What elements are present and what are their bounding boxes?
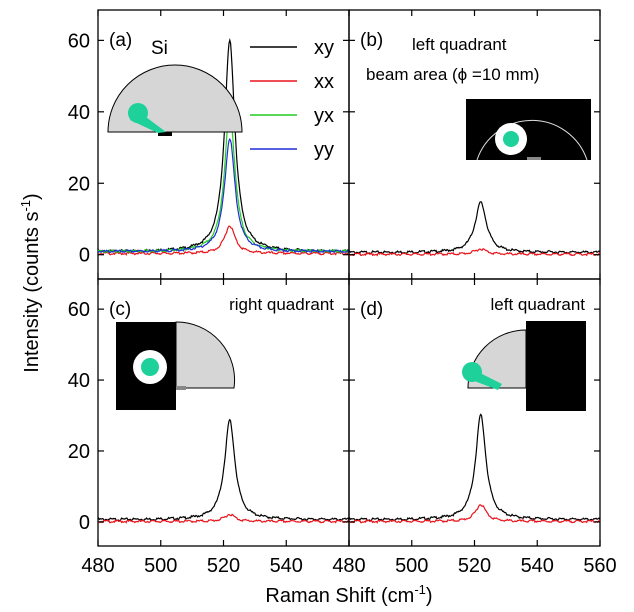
y-tick-label: 60 — [68, 30, 90, 52]
mask-shape — [526, 321, 586, 411]
y-tick-label: 20 — [68, 173, 90, 195]
x-tick-label: 480 — [81, 555, 114, 577]
beam-area-annotation: beam area (ϕ =10 mm) — [366, 65, 539, 84]
panel-frame — [97, 278, 350, 547]
axes-text-layer: Raman Shift (cm-1) Intensity (counts s-1… — [18, 193, 433, 607]
series-line-xx — [97, 513, 350, 524]
x-tick-label: 540 — [521, 555, 554, 577]
beam-spot-shape — [141, 358, 159, 376]
panel-annotation: left quadrant — [490, 295, 585, 314]
panel-c: 0 20 40 60 (c) — [68, 278, 350, 547]
beam-spot-shape — [462, 362, 482, 382]
y-tick-label: 0 — [79, 245, 90, 267]
panel-label: (a) — [109, 30, 132, 51]
panel-d: (d) — [348, 278, 601, 547]
beam-spot-shape — [128, 103, 148, 123]
y-tick-label: 60 — [68, 299, 90, 321]
series-line-xx — [348, 247, 601, 257]
y-axis-title: Intensity (counts s-1) — [18, 193, 43, 372]
series-line-xx — [97, 225, 350, 256]
x-tick-label: 480 — [332, 555, 365, 577]
beam-spot-shape — [503, 131, 519, 147]
series-line-yx — [97, 108, 349, 254]
y-tick-label: 20 — [68, 441, 90, 463]
y-tick-label: 40 — [68, 370, 90, 392]
x-tick-label: 560 — [583, 555, 616, 577]
sample-quadrant-shape — [107, 64, 243, 133]
series-line-xy — [97, 37, 350, 254]
panel-label: (b) — [360, 30, 383, 51]
panel-label: (c) — [109, 299, 131, 320]
y-tick-label: 0 — [79, 512, 90, 534]
sample-holder-shape — [176, 386, 186, 390]
series-line-xy — [97, 418, 350, 522]
panel-a: 0 20 40 60 (a) — [68, 9, 350, 280]
legend-label-yy: yy — [314, 139, 334, 161]
x-axis-title: Raman Shift (cm-1) — [265, 582, 432, 607]
x-tick-label: 500 — [144, 555, 177, 577]
panel-frame — [348, 278, 601, 547]
series-line-yy — [97, 137, 350, 254]
sample-quadrant-shape — [175, 321, 236, 389]
sample-annotation: Si — [151, 38, 168, 59]
legend-label-xx: xx — [314, 71, 334, 93]
panel-label: (d) — [360, 299, 383, 320]
series-line-xy — [348, 413, 601, 522]
x-tick-label: 520 — [207, 555, 240, 577]
sample-outline-arc — [476, 119, 588, 161]
sample-holder-shape — [527, 157, 541, 160]
y-tick-label: 40 — [68, 102, 90, 124]
panel-b: (b) — [348, 9, 601, 280]
panel-annotation: right quadrant — [229, 295, 334, 314]
x-tick-label: 500 — [395, 555, 428, 577]
legend-label-xy: xy — [314, 37, 334, 59]
series-line-xy — [348, 201, 601, 255]
legend-label-yx: yx — [314, 105, 334, 127]
sample-holder-shape — [158, 132, 172, 136]
panel-annotation: left quadrant — [412, 35, 507, 54]
series-line-xx — [348, 504, 601, 524]
beam-area-inset — [466, 99, 591, 160]
x-tick-label: 540 — [270, 555, 303, 577]
x-tick-label: 520 — [458, 555, 491, 577]
panels-layer: 0 20 40 60 (a) (b) 0 20 40 60 (c) (d) 480 500 520 540 48… — [68, 9, 617, 577]
